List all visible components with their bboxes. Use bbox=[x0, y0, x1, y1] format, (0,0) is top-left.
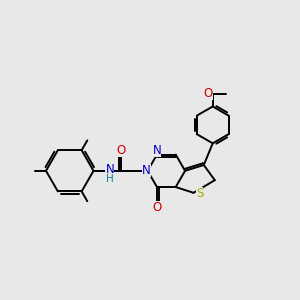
Text: N: N bbox=[142, 164, 151, 177]
Text: O: O bbox=[116, 143, 125, 157]
Text: N: N bbox=[106, 163, 114, 176]
Text: H: H bbox=[106, 173, 114, 184]
Text: S: S bbox=[196, 188, 203, 200]
Text: N: N bbox=[153, 144, 161, 157]
Text: O: O bbox=[152, 201, 162, 214]
Text: O: O bbox=[203, 87, 213, 100]
